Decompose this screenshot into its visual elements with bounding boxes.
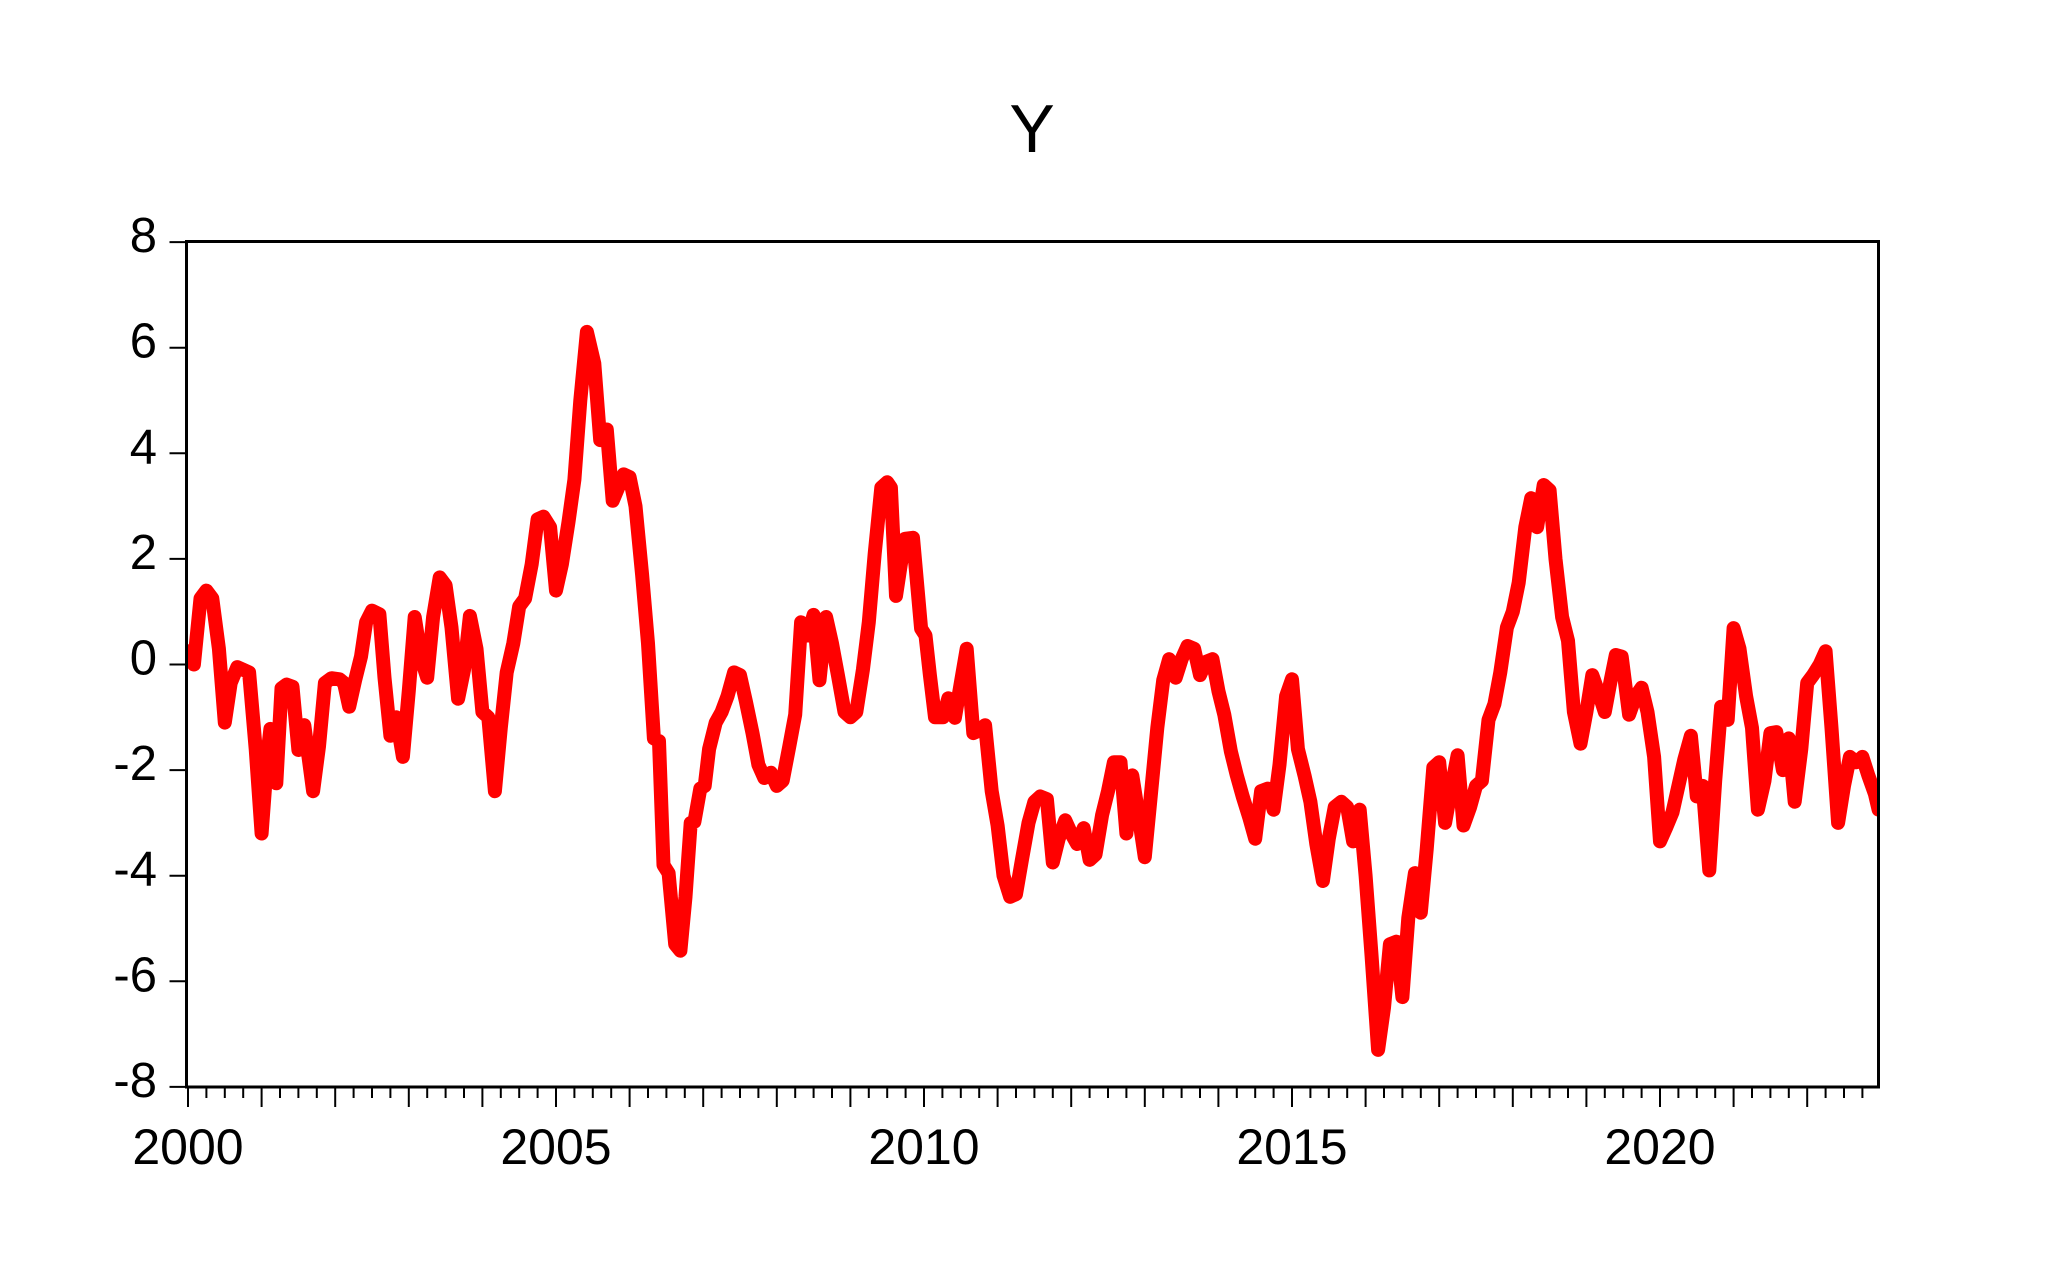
svg-text:2005: 2005 — [500, 1119, 611, 1175]
svg-text:-6: -6 — [113, 948, 157, 1002]
svg-text:2020: 2020 — [1604, 1119, 1715, 1175]
svg-text:2015: 2015 — [1236, 1119, 1347, 1175]
svg-text:-8: -8 — [113, 1054, 157, 1108]
svg-text:6: 6 — [130, 315, 157, 369]
svg-text:2000: 2000 — [132, 1119, 243, 1175]
svg-text:8: 8 — [130, 209, 157, 263]
svg-text:2010: 2010 — [868, 1119, 979, 1175]
svg-text:0: 0 — [130, 632, 157, 686]
svg-text:4: 4 — [130, 420, 157, 474]
svg-text:-2: -2 — [113, 737, 157, 791]
svg-text:Y: Y — [1009, 91, 1054, 167]
svg-text:2: 2 — [130, 526, 157, 580]
svg-text:-4: -4 — [113, 843, 157, 897]
